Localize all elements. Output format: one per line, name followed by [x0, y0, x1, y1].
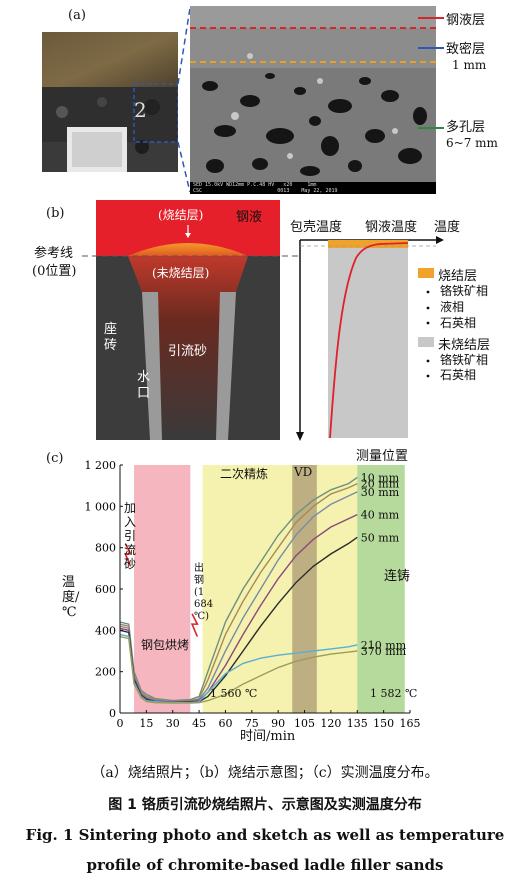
label-1560: 1 560 ℃ — [210, 687, 258, 700]
panel-c: (c) 10 mm 20 mm 30 mm 40 mm 50 mm 210 mm 370 m… — [0, 445, 530, 750]
label-nozzle: 水口 — [137, 370, 151, 401]
axis-temp: 温度 — [434, 220, 461, 235]
region-0 — [134, 465, 191, 713]
series-label-1: 20 mm — [361, 478, 400, 491]
axis-shell-temp: 包壳温度 — [290, 220, 343, 235]
label-secondary-refining: 二次精炼 — [220, 467, 269, 481]
x-tick-label-11: 165 — [400, 717, 421, 730]
x-tick-label-8: 120 — [320, 717, 341, 730]
layer-value-dense: 1 mm — [452, 58, 487, 72]
label-ladle-baking: 钢包烘烤 — [141, 638, 190, 652]
sample-photo: 2 — [42, 32, 178, 172]
x-tick-label-3: 45 — [192, 717, 206, 730]
x-axis-label: 时间/min — [240, 729, 296, 744]
y-tick-label-5: 1 000 — [85, 500, 117, 513]
x-tick-label-7: 105 — [294, 717, 315, 730]
axis-steel-temp: 钢液温度 — [365, 220, 418, 235]
region-3 — [357, 465, 405, 713]
caption-sub: （a）烧结照片；（b）烧结示意图；（c）实测温度分布。 — [91, 765, 439, 781]
panel-b-label: (b) — [46, 206, 65, 221]
series-label-5: 210 mm — [361, 639, 407, 652]
layer-label-porous: 多孔层 — [446, 120, 486, 135]
add-sand-marker — [124, 543, 132, 567]
legend-unsintered-item-1: 铬铁矿相 — [440, 353, 489, 367]
series-label-0: 10 mm — [361, 471, 400, 484]
x-tick-label-9: 135 — [347, 717, 368, 730]
series-label-4: 50 mm — [361, 531, 400, 544]
label-unsintered-layer: (未烧结层) — [152, 266, 210, 280]
x-tick-label-4: 60 — [218, 717, 232, 730]
series-line-6 — [119, 635, 358, 704]
label-filler-sand: 引流砂 — [168, 344, 208, 359]
sem-info: SED 15.0kV WD12mm P.C.48 HV x20 1mm — [193, 182, 317, 188]
caption-title-en-2: profile of chromite-based ladle filler s… — [86, 856, 444, 874]
label-continuous-casting: 连铸 — [384, 569, 411, 584]
panel-b: (b) — [0, 200, 530, 445]
label-sintered-layer: (烧结层) — [158, 208, 204, 222]
label-seat-brick: 座砖 — [104, 322, 118, 353]
x-tick-label-1: 15 — [139, 717, 153, 730]
label-reference-line: 参考线 — [34, 246, 74, 261]
layer-label-steel: 钢液层 — [446, 13, 486, 28]
legend-sintered-title: 烧结层 — [438, 269, 478, 284]
tapping-marker — [190, 613, 199, 637]
layer-label-dense: 致密层 — [446, 42, 486, 57]
y-axis-label: 温度/℃ — [62, 575, 80, 620]
series-label-3: 40 mm — [361, 509, 400, 522]
sem-info-2: CSC 0013 May 22, 2019 — [193, 188, 338, 194]
series-label-6: 370 mm — [361, 645, 407, 658]
x-tick-label-0: 0 — [117, 717, 124, 730]
legend-unsintered-title: 未烧结层 — [438, 338, 491, 353]
series-line-0 — [119, 476, 358, 702]
label-add-sand: 加入引流砂 — [124, 501, 137, 571]
layer-value-porous: 6~7 mm — [446, 136, 498, 150]
x-tick-label-10: 150 — [373, 717, 394, 730]
legend-unsintered-item-2: 石英相 — [440, 368, 477, 382]
panel-a-label: (a) — [68, 8, 86, 23]
legend-sintered-item-1: 铬铁矿相 — [440, 284, 489, 298]
y-tick-label-3: 600 — [95, 583, 116, 596]
sem-image — [190, 6, 436, 194]
legend-sintered-item-2: 液相 — [440, 300, 465, 314]
y-tick-label-4: 800 — [95, 542, 116, 555]
x-tick-label-5: 75 — [245, 717, 259, 730]
label-measure-position: 测量位置 — [356, 449, 409, 464]
legend-sintered-item-3: 石英相 — [440, 316, 477, 330]
series-label-2: 30 mm — [361, 486, 400, 499]
label-vd: VD — [294, 465, 313, 479]
y-tick-label-6: 1 200 — [85, 459, 117, 472]
sintering-sketch — [82, 200, 444, 441]
label-molten-steel: 钢液 — [236, 210, 263, 225]
panel-a: (a) 2 — [0, 0, 530, 200]
x-tick-label-6: 90 — [271, 717, 285, 730]
label-zero-position: (0位置) — [32, 264, 77, 279]
zoom-lines — [177, 7, 191, 193]
label-1582: 1 582 ℃ — [370, 687, 418, 700]
layer-markers — [418, 17, 444, 129]
svg-text:2: 2 — [134, 98, 147, 122]
caption-title-en-1: Fig. 1 Sintering photo and sketch as wel… — [25, 826, 505, 844]
label-tapping: 出钢(1 684 ℃) — [194, 563, 214, 622]
y-tick-label-1: 200 — [95, 666, 116, 679]
y-tick-label-2: 400 — [95, 624, 116, 637]
panel-c-label: (c) — [46, 451, 64, 466]
caption-title-cn: 图 1 铬质引流砂烧结照片、示意图及实测温度分布 — [108, 797, 422, 813]
y-tick-label-0: 0 — [109, 707, 116, 720]
x-tick-label-2: 30 — [166, 717, 180, 730]
region-2 — [292, 465, 317, 713]
